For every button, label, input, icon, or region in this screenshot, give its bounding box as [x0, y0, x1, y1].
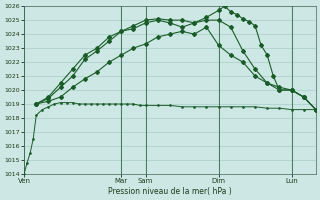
X-axis label: Pression niveau de la mer( hPa ): Pression niveau de la mer( hPa )	[108, 187, 232, 196]
